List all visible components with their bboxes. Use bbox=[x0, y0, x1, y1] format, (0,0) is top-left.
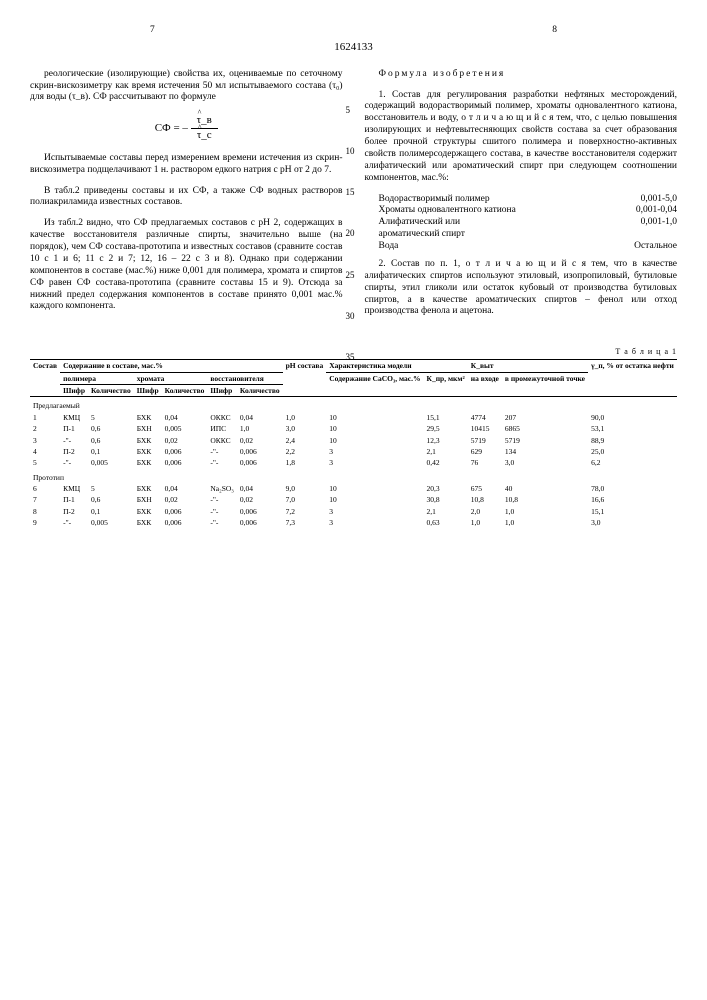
right-column: Формула изобретения 1. Состав для регули… bbox=[365, 69, 678, 328]
formula: СФ = – τ_в τ_с bbox=[30, 114, 343, 143]
page-num-left: 7 bbox=[150, 25, 155, 37]
page-num-right: 8 bbox=[552, 25, 557, 37]
table-section: Предлагаемый bbox=[30, 397, 677, 412]
claim-1: 1. Состав для регулирования разработки н… bbox=[365, 90, 678, 185]
paragraph: Испытываемые составы перед измерением вр… bbox=[30, 153, 343, 177]
table-row: 6КМЦ5БХК0,04Na₂SO₃0,049,01020,36754078,0 bbox=[30, 483, 677, 494]
line-numbers: 5 10 15 20 25 30 35 bbox=[346, 69, 355, 394]
left-column: реологические (изолирующие) свойства их,… bbox=[30, 69, 343, 328]
table-row: 1КМЦ5БХК0,04ОККС0,041,01015,1477420790,0 bbox=[30, 412, 677, 423]
table-row: 2П-10,6БХН0,005ИПС1,03,01029,51041568655… bbox=[30, 423, 677, 434]
patent-number: 1624133 bbox=[30, 41, 677, 55]
paragraph: В табл.2 приведены составы и их СФ, а та… bbox=[30, 186, 343, 210]
table-row: 9-"-0,005БХК0,006-"-0,0067,330,631,01,03… bbox=[30, 517, 677, 528]
paragraph: реологические (изолирующие) свойства их,… bbox=[30, 69, 343, 105]
claims-title: Формула изобретения bbox=[365, 69, 678, 81]
claim-2: 2. Состав по п. 1, о т л и ч а ю щ и й с… bbox=[365, 259, 678, 318]
table-row: 5-"-0,005БХК0,006-"-0,0061,830,42763,06,… bbox=[30, 457, 677, 468]
table-row: 7П-10,6БХН0,02-"-0,027,01030,810,810,816… bbox=[30, 494, 677, 505]
table-section: Прототип bbox=[30, 469, 677, 483]
composition-table: Водорастворимый полимер0,001-5,0 Хроматы… bbox=[379, 194, 678, 253]
table-row: 8П-20,1БХК0,006-"-0,0067,232,12,01,015,1 bbox=[30, 506, 677, 517]
table-row: 4П-20,1БХК0,006-"-0,0062,232,162913425,0 bbox=[30, 446, 677, 457]
paragraph: Из табл.2 видно, что СФ предлагаемых сос… bbox=[30, 218, 343, 313]
table-row: 3-"-0,6БХК0,02ОККС0,022,41012,3571957198… bbox=[30, 435, 677, 446]
